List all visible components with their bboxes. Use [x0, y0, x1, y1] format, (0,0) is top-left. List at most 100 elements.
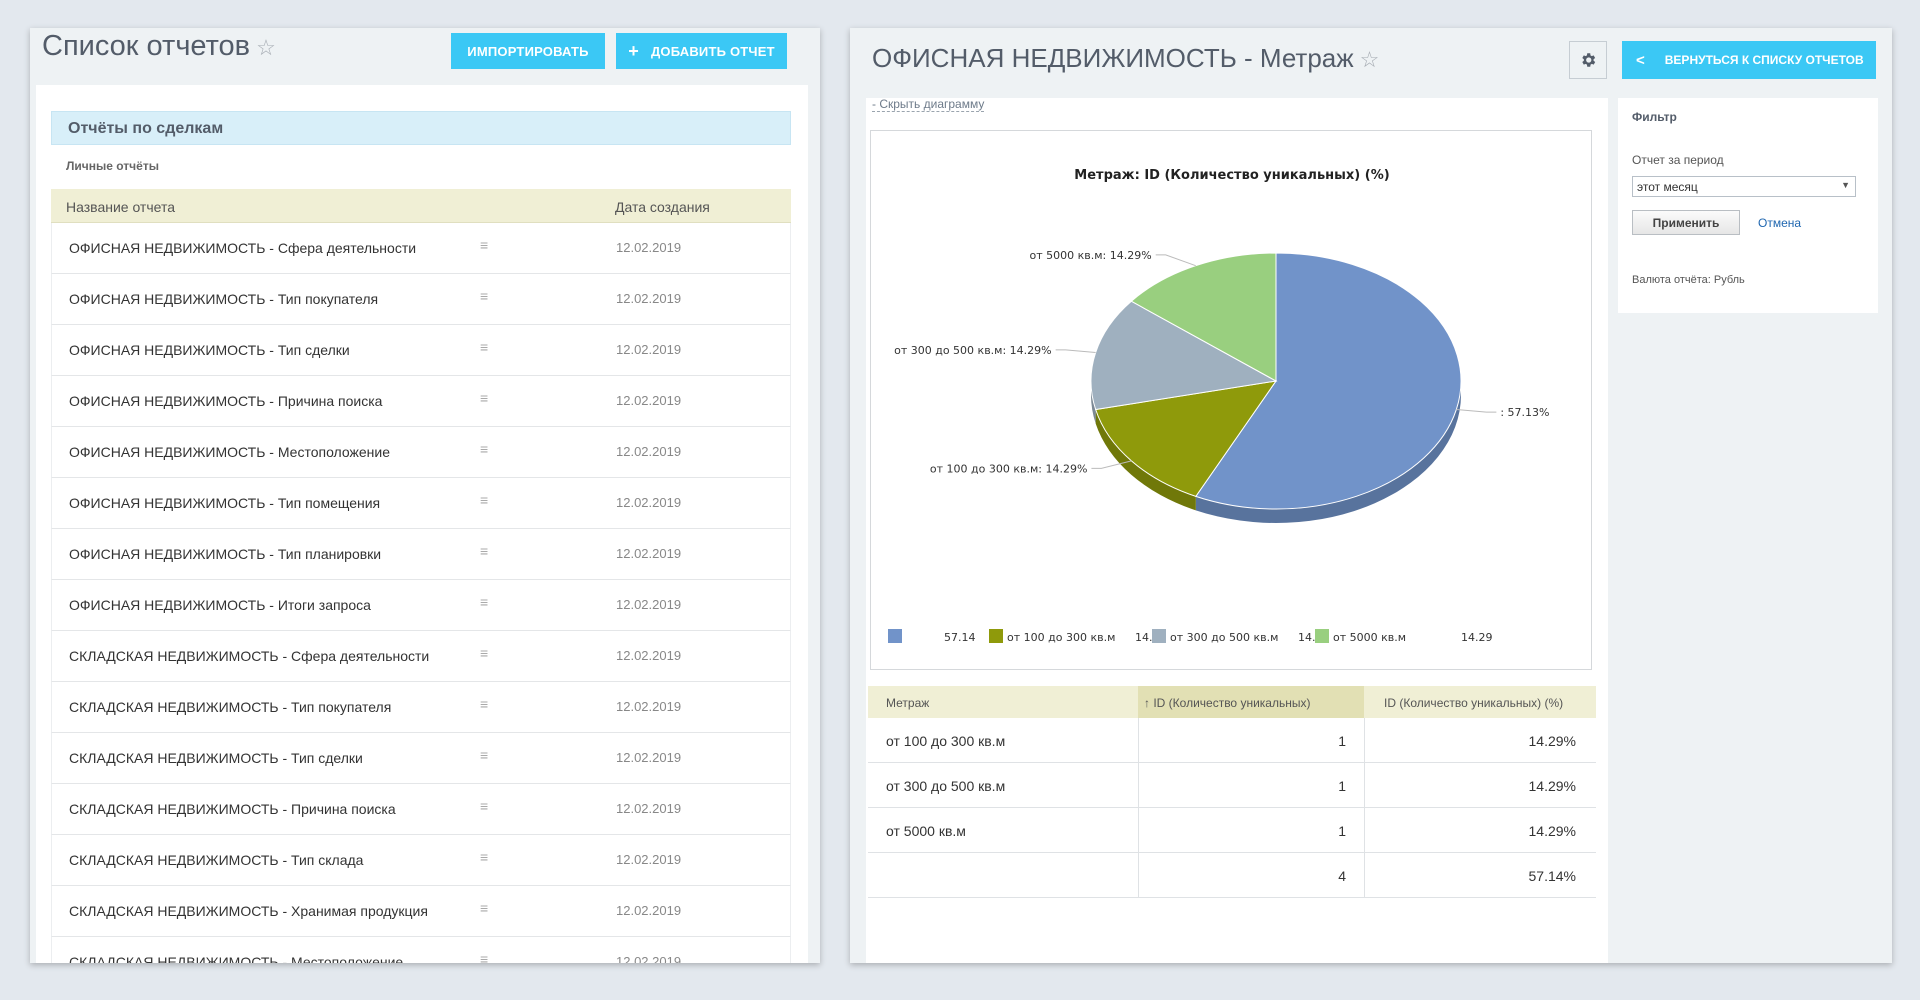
menu-icon[interactable]: ≡	[480, 951, 489, 963]
table-row: от 300 до 500 кв.м 1 14.29%	[868, 763, 1596, 808]
report-date: 12.02.2019	[616, 903, 682, 918]
report-date: 12.02.2019	[616, 852, 682, 867]
column-divider	[1364, 853, 1365, 898]
table-row[interactable]: СКЛАДСКАЯ НЕДВИЖИМОСТЬ - Тип сделки ≡ 12.0…	[51, 733, 791, 784]
pie-slice-0[interactable]	[1195, 252, 1462, 510]
report-date: 12.02.2019	[616, 801, 682, 816]
table-row[interactable]: СКЛАДСКАЯ НЕДВИЖИМОСТЬ - Тип покупателя ≡…	[51, 682, 791, 733]
add-report-button[interactable]: + ДОБАВИТЬ ОТЧЕТ	[616, 33, 787, 69]
menu-icon[interactable]: ≡	[480, 849, 489, 865]
column-header-name[interactable]: Название отчета	[66, 199, 175, 215]
table-header: Название отчета Дата создания	[51, 189, 791, 223]
legend-value-3: 14.29	[1461, 631, 1493, 644]
column-header-metrazh[interactable]: Метраж	[886, 696, 930, 710]
menu-icon[interactable]: ≡	[480, 747, 489, 763]
back-to-list-button[interactable]: < ВЕРНУТЬСЯ К СПИСКУ ОТЧЕТОВ	[1622, 41, 1876, 79]
table-row: 4 57.14%	[868, 853, 1596, 898]
menu-icon[interactable]: ≡	[480, 900, 489, 916]
hide-chart-link[interactable]: - Скрыть диаграмму	[872, 97, 985, 112]
cell-percent: 14.29%	[1528, 823, 1576, 839]
menu-icon[interactable]: ≡	[480, 492, 489, 508]
table-row[interactable]: ОФИСНАЯ НЕДВИЖИМОСТЬ - Итоги запроса ≡ 12.…	[51, 580, 791, 631]
menu-icon[interactable]: ≡	[480, 288, 489, 304]
pie-slice-3[interactable]	[1130, 252, 1277, 382]
period-select[interactable]: этот месяц ▼	[1632, 176, 1856, 197]
table-row[interactable]: СКЛАДСКАЯ НЕДВИЖИМОСТЬ - Хранимая продук…	[51, 886, 791, 937]
table-row: от 100 до 300 кв.м 1 14.29%	[868, 718, 1596, 763]
table-row[interactable]: ОФИСНАЯ НЕДВИЖИМОСТЬ - Причина поиска ≡ 12…	[51, 376, 791, 427]
cell-count: 1	[1338, 733, 1346, 749]
report-name-link[interactable]: ОФИСНАЯ НЕДВИЖИМОСТЬ - Тип планировки	[69, 546, 382, 562]
column-divider	[1138, 718, 1139, 763]
report-name-link[interactable]: СКЛАДСКАЯ НЕДВИЖИМОСТЬ - Сфера деятельно…	[69, 648, 430, 664]
legend-swatch-3[interactable]	[1315, 629, 1329, 643]
chevron-down-icon: ▼	[1841, 180, 1850, 190]
table-row[interactable]: ОФИСНАЯ НЕДВИЖИМОСТЬ - Тип покупателя ≡ 12…	[51, 274, 791, 325]
pie-chart: Метраж: ID (Количество уникальных) (%) :…	[870, 130, 1592, 670]
menu-icon[interactable]: ≡	[480, 594, 489, 610]
report-name-link[interactable]: СКЛАДСКАЯ НЕДВИЖИМОСТЬ - Причина поиска	[69, 801, 396, 817]
menu-icon[interactable]: ≡	[480, 798, 489, 814]
legend-label-2: от 300 до 500 кв.м	[1170, 631, 1278, 644]
legend-swatch-2[interactable]	[1152, 629, 1166, 643]
menu-icon[interactable]: ≡	[480, 696, 489, 712]
report-name-link[interactable]: СКЛАДСКАЯ НЕДВИЖИМОСТЬ - Тип сделки	[69, 750, 363, 766]
pie-label-leader-2	[1055, 349, 1096, 354]
table-row[interactable]: СКЛАДСКАЯ НЕДВИЖИМОСТЬ - Сфера деятельно…	[51, 631, 791, 682]
report-name-link[interactable]: СКЛАДСКАЯ НЕДВИЖИМОСТЬ - Тип покупателя	[69, 699, 392, 715]
table-row[interactable]: ОФИСНАЯ НЕДВИЖИМОСТЬ - Сфера деятельност…	[51, 223, 791, 274]
report-list-window: Список отчетов ☆ ИМПОРТИРОВАТЬ + ДОБАВИТЬ…	[30, 28, 820, 963]
pie-slice-1[interactable]	[1094, 380, 1278, 497]
column-header-percent[interactable]: ID (Количество уникальных) (%)	[1384, 696, 1564, 710]
favorite-star-icon[interactable]: ☆	[256, 35, 276, 60]
cancel-link[interactable]: Отмена	[1758, 216, 1802, 230]
gear-icon	[1582, 53, 1596, 67]
favorite-star-icon[interactable]: ☆	[1359, 47, 1380, 72]
report-date: 12.02.2019	[616, 240, 682, 255]
report-name-link[interactable]: ОФИСНАЯ НЕДВИЖИМОСТЬ - Тип сделки	[69, 342, 350, 358]
menu-icon[interactable]: ≡	[480, 237, 489, 253]
table-row[interactable]: СКЛАДСКАЯ НЕДВИЖИМОСТЬ - Местоположение ≡…	[51, 937, 791, 963]
column-divider	[1364, 763, 1365, 808]
pie-chart-svg: Метраж: ID (Количество уникальных) (%) :…	[888, 168, 1550, 644]
table-row[interactable]: ОФИСНАЯ НЕДВИЖИМОСТЬ - Тип сделки ≡ 12.02.…	[51, 325, 791, 376]
report-name-link[interactable]: ОФИСНАЯ НЕДВИЖИМОСТЬ - Причина поиска	[69, 393, 383, 409]
report-date: 12.02.2019	[616, 444, 682, 459]
report-name-link[interactable]: СКЛАДСКАЯ НЕДВИЖИМОСТЬ - Хранимая продук…	[69, 903, 428, 919]
section-title[interactable]: Отчёты по сделкам	[51, 111, 791, 145]
report-date: 12.02.2019	[616, 699, 682, 714]
legend-label-3: от 5000 кв.м	[1333, 631, 1406, 644]
pie-data-label-3: от 5000 кв.м: 14.29%	[1030, 249, 1152, 262]
import-button[interactable]: ИМПОРТИРОВАТЬ	[451, 33, 605, 69]
table-row[interactable]: ОФИСНАЯ НЕДВИЖИМОСТЬ - Тип планировки ≡ 12…	[51, 529, 791, 580]
cell-metrazh: от 300 до 500 кв.м	[886, 778, 1006, 794]
legend-swatch-1[interactable]	[989, 629, 1003, 643]
pie-slice-2[interactable]	[1090, 300, 1278, 411]
cell-count: 1	[1338, 778, 1346, 794]
report-name-link[interactable]: ОФИСНАЯ НЕДВИЖИМОСТЬ - Тип покупателя	[69, 291, 379, 307]
table-row[interactable]: СКЛАДСКАЯ НЕДВИЖИМОСТЬ - Причина поиска ≡…	[51, 784, 791, 835]
report-name-link[interactable]: СКЛАДСКАЯ НЕДВИЖИМОСТЬ - Тип склада	[69, 852, 364, 868]
table-row[interactable]: СКЛАДСКАЯ НЕДВИЖИМОСТЬ - Тип склада ≡ 12.0…	[51, 835, 791, 886]
legend-swatch-0[interactable]	[888, 629, 902, 643]
column-header-count[interactable]: ↑ ID (Количество уникальных)	[1144, 696, 1311, 710]
menu-icon[interactable]: ≡	[480, 441, 489, 457]
menu-icon[interactable]: ≡	[480, 390, 489, 406]
chevron-left-icon: <	[1636, 51, 1645, 69]
table-row[interactable]: ОФИСНАЯ НЕДВИЖИМОСТЬ - Местоположение ≡ 12…	[51, 427, 791, 478]
report-date: 12.02.2019	[616, 393, 682, 408]
column-divider	[1138, 763, 1139, 808]
report-name-link[interactable]: ОФИСНАЯ НЕДВИЖИМОСТЬ - Сфера деятельност…	[69, 240, 417, 256]
menu-icon[interactable]: ≡	[480, 543, 489, 559]
report-name-link[interactable]: ОФИСНАЯ НЕДВИЖИМОСТЬ - Местоположение	[69, 444, 391, 460]
menu-icon[interactable]: ≡	[480, 339, 489, 355]
report-name-link[interactable]: ОФИСНАЯ НЕДВИЖИМОСТЬ - Тип помещения	[69, 495, 381, 511]
settings-button[interactable]	[1569, 41, 1607, 79]
apply-button[interactable]: Применить	[1632, 210, 1740, 235]
menu-icon[interactable]: ≡	[480, 645, 489, 661]
report-name-link[interactable]: ОФИСНАЯ НЕДВИЖИМОСТЬ - Итоги запроса	[69, 597, 371, 613]
report-name-link[interactable]: СКЛАДСКАЯ НЕДВИЖИМОСТЬ - Местоположение	[69, 954, 404, 963]
cell-metrazh: от 5000 кв.м	[886, 823, 966, 839]
column-header-date[interactable]: Дата создания	[615, 199, 710, 215]
table-row[interactable]: ОФИСНАЯ НЕДВИЖИМОСТЬ - Тип помещения ≡ 12.…	[51, 478, 791, 529]
